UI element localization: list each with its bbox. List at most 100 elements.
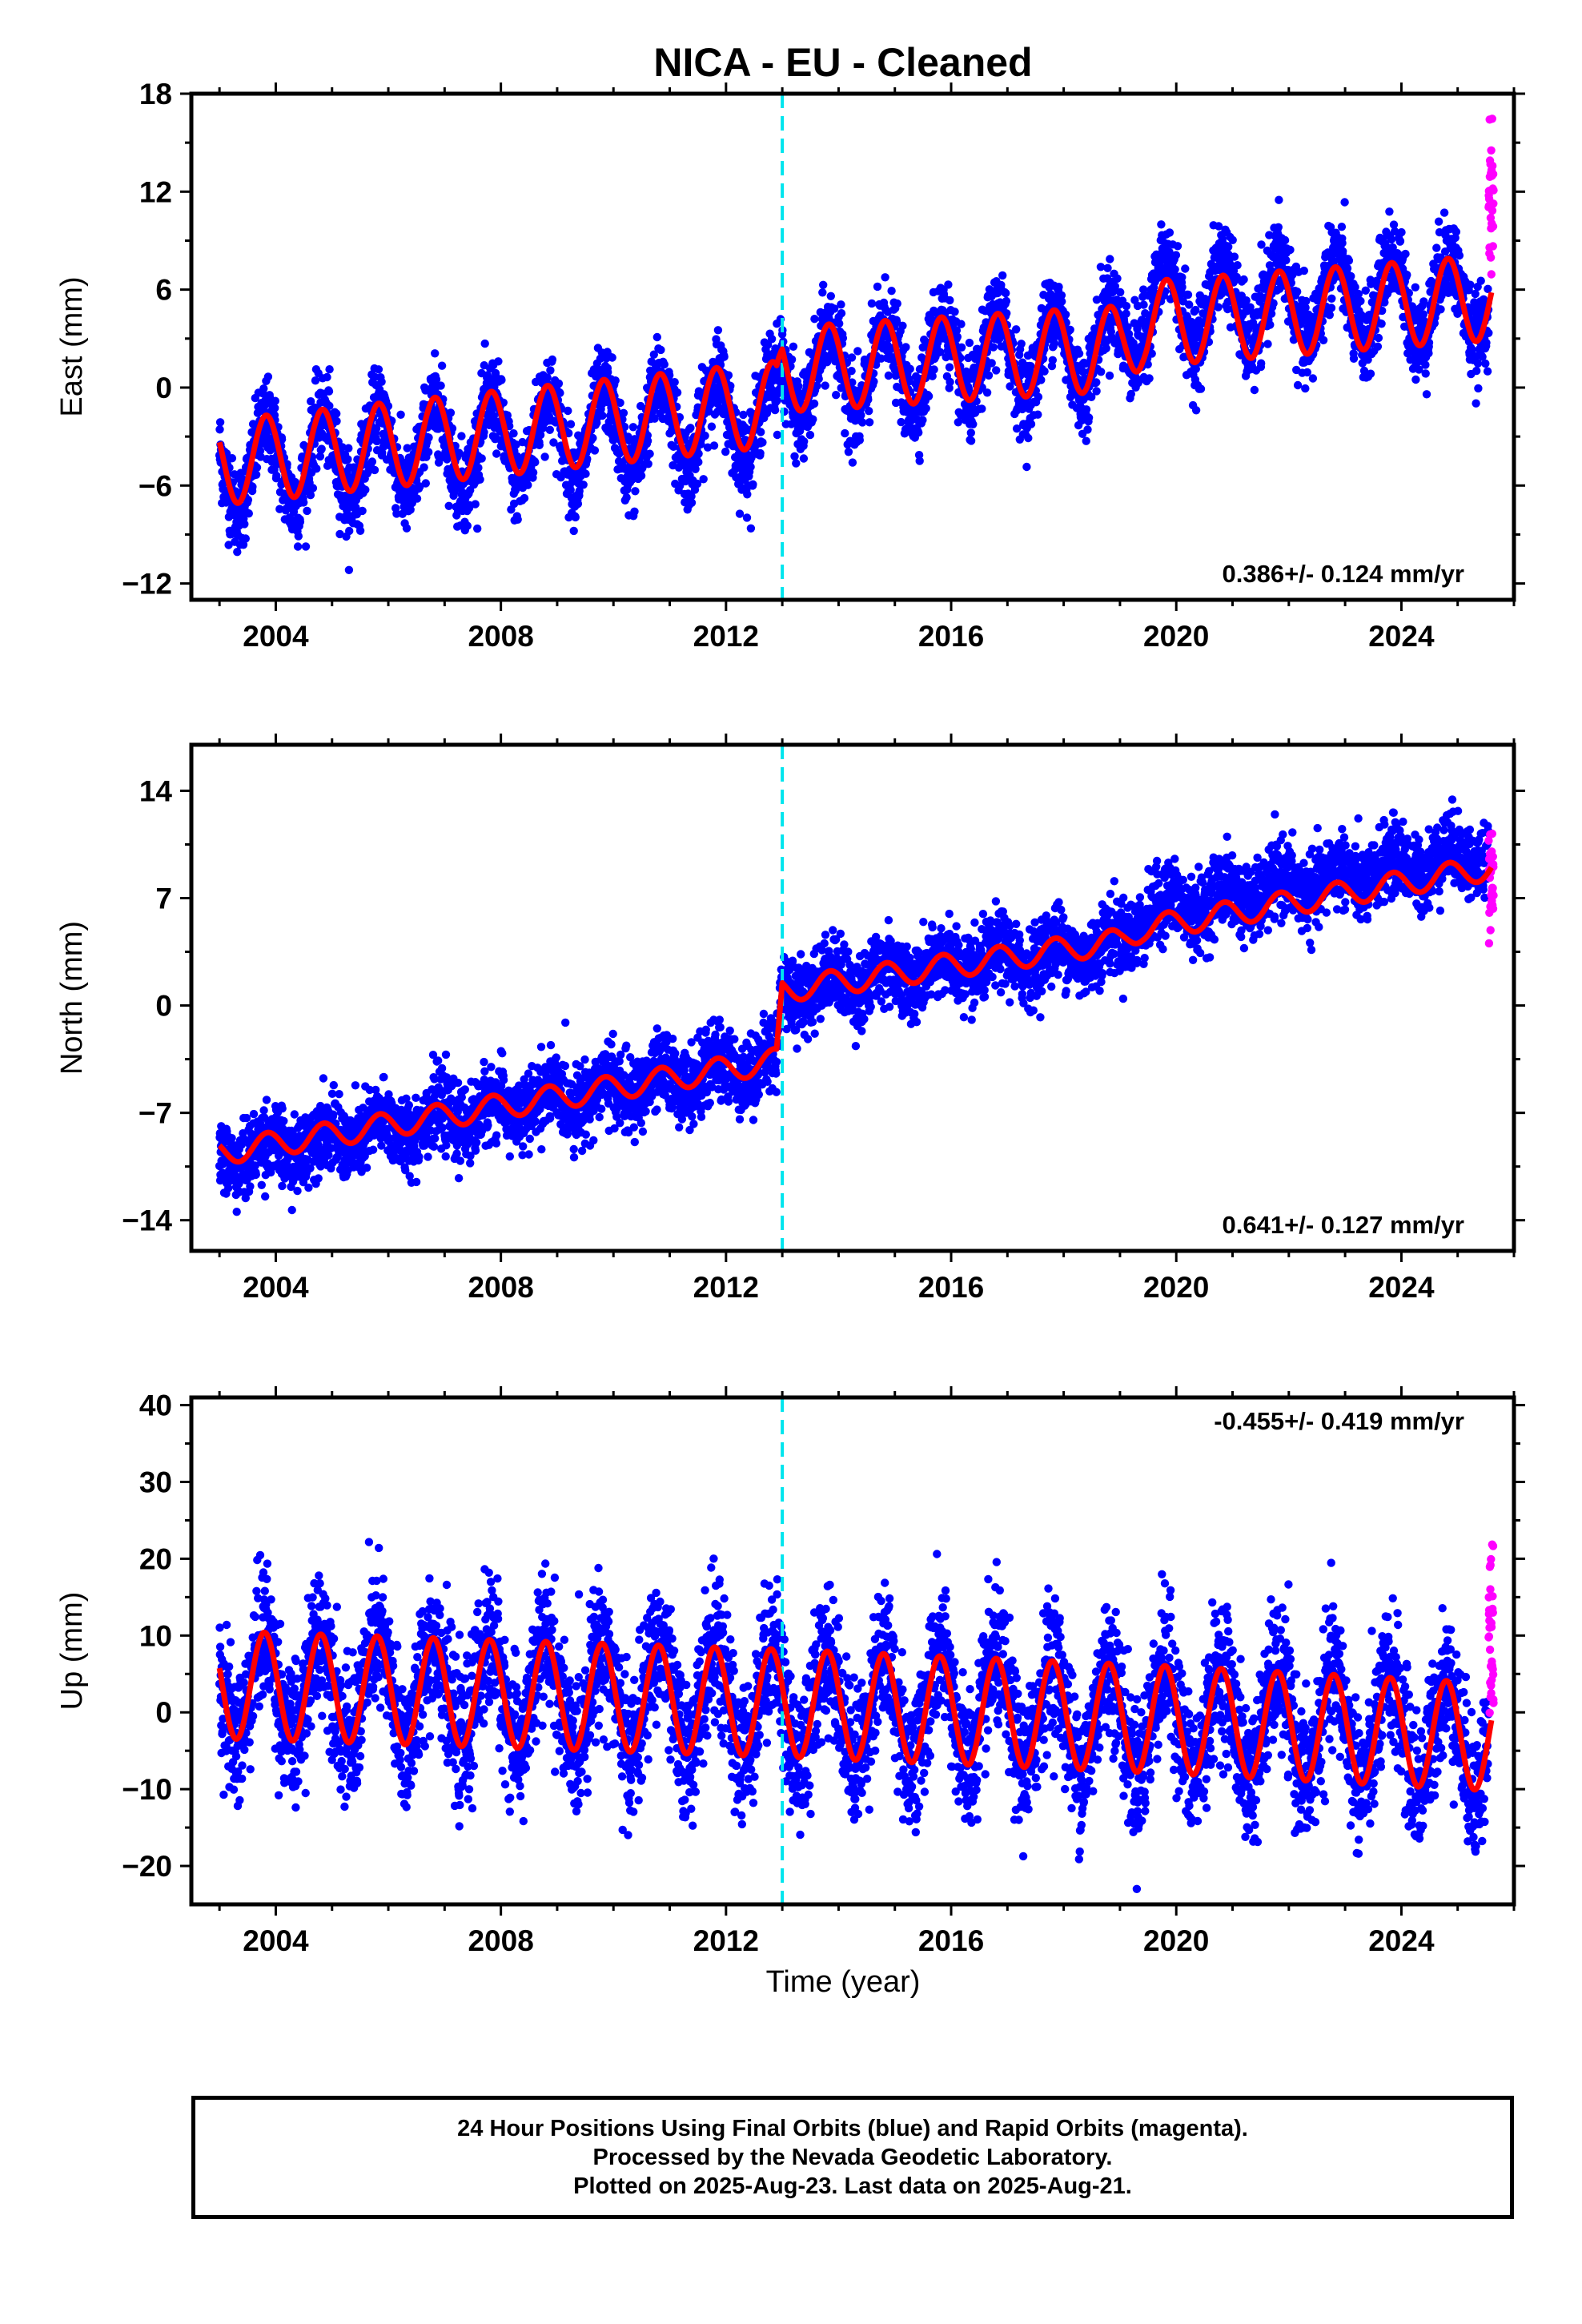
- data-point: [989, 343, 998, 352]
- data-point: [1344, 256, 1354, 265]
- data-point: [1145, 374, 1154, 383]
- data-point: [799, 454, 809, 463]
- data-point: [1105, 371, 1114, 380]
- data-point: [1373, 342, 1383, 351]
- data-point: [243, 496, 253, 505]
- data-point: [608, 353, 616, 362]
- data-point: [1173, 242, 1182, 251]
- data-point: [901, 343, 910, 352]
- data-point: [588, 433, 597, 443]
- data-point: [1224, 243, 1233, 251]
- data-point: [299, 498, 308, 507]
- data-point: [915, 456, 924, 465]
- data-point: [686, 424, 695, 432]
- data-point: [344, 565, 354, 574]
- data-point: [1439, 208, 1449, 217]
- data-point: [323, 372, 331, 382]
- data-point: [1422, 390, 1431, 399]
- data-point: [251, 470, 261, 479]
- data-point: [324, 387, 334, 396]
- data-point: [792, 459, 801, 468]
- data-point: [457, 432, 466, 440]
- data-point: [1246, 303, 1255, 312]
- data-point: [699, 475, 708, 484]
- data-point: [406, 505, 415, 514]
- data-point: [569, 526, 578, 536]
- data-point: [818, 288, 827, 297]
- data-point: [673, 388, 682, 397]
- data-point: [884, 371, 893, 380]
- data-point: [821, 381, 829, 390]
- data-point: [978, 404, 986, 413]
- data-point: [1170, 265, 1179, 274]
- data-point: [742, 513, 752, 522]
- data-point: [1421, 360, 1430, 369]
- data-point: [1185, 300, 1194, 309]
- data-point: [1280, 235, 1290, 245]
- data-point: [1058, 297, 1066, 306]
- data-point: [997, 280, 1006, 290]
- data-point: [1282, 255, 1291, 265]
- data-point: [616, 398, 624, 408]
- data-point: [1395, 236, 1405, 246]
- data-point: [853, 347, 862, 356]
- data-point: [227, 454, 237, 463]
- data-point: [1012, 325, 1021, 334]
- data-point: [893, 299, 901, 308]
- data-point: [1116, 287, 1125, 297]
- data-point: [969, 420, 978, 428]
- data-point: [343, 455, 352, 464]
- data-point: [535, 440, 544, 449]
- data-point: [832, 391, 841, 400]
- data-point: [1040, 367, 1049, 376]
- data-point: [434, 458, 444, 467]
- data-point: [1191, 406, 1201, 415]
- data-point: [749, 480, 757, 489]
- data-point: [656, 345, 665, 355]
- data-point: [694, 457, 703, 467]
- data-point: [531, 458, 540, 467]
- data-point: [858, 418, 867, 427]
- data-point: [867, 299, 877, 308]
- data-point: [631, 487, 640, 496]
- data-point: [1337, 223, 1347, 231]
- data-point: [1230, 252, 1239, 261]
- data-point: [713, 326, 723, 335]
- data-point: [645, 449, 654, 458]
- data-point: [735, 509, 745, 518]
- data-point: [630, 507, 639, 516]
- data-point: [476, 475, 484, 484]
- data-point: [1349, 354, 1359, 363]
- data-point: [805, 430, 815, 440]
- data-point: [1343, 263, 1352, 273]
- data-point: [396, 410, 405, 419]
- data-point: [335, 529, 344, 539]
- data-point: [1338, 239, 1347, 247]
- data-point: [436, 381, 445, 390]
- data-point: [295, 517, 305, 526]
- data-point: [1361, 286, 1371, 295]
- data-point: [1196, 384, 1206, 393]
- data-point: [402, 524, 412, 533]
- data-point: [437, 361, 447, 370]
- final-orbit-points: [215, 195, 1493, 574]
- data-point: [548, 355, 557, 364]
- data-point: [800, 437, 809, 446]
- data-point: [957, 343, 966, 352]
- data-point: [420, 463, 428, 472]
- data-point: [746, 524, 756, 533]
- data-point: [746, 462, 755, 472]
- data-point: [1366, 369, 1375, 378]
- data-point: [670, 378, 679, 387]
- data-point: [652, 332, 661, 342]
- data-point: [992, 366, 1001, 375]
- data-point: [739, 410, 748, 420]
- data-point: [361, 485, 370, 494]
- data-point: [865, 407, 873, 416]
- data-point: [564, 406, 572, 416]
- data-point: [998, 271, 1007, 280]
- data-point: [1275, 195, 1283, 204]
- data-point: [509, 429, 518, 438]
- data-point: [1002, 288, 1010, 298]
- data-point: [1084, 413, 1094, 422]
